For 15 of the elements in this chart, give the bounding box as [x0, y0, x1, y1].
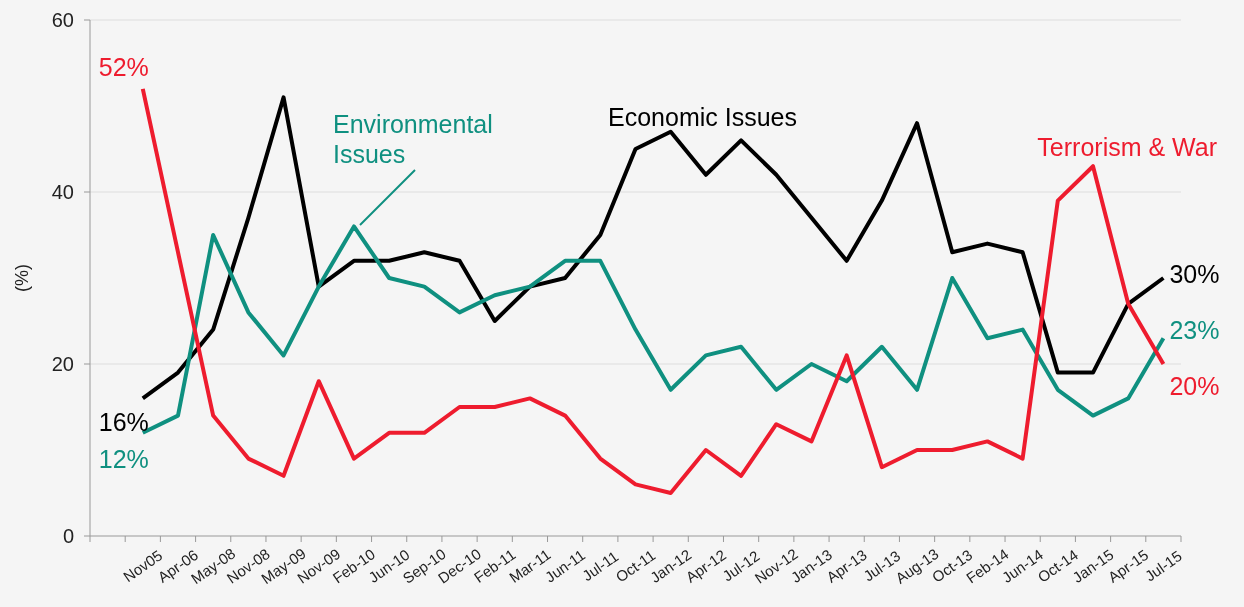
data-label: 20% — [1169, 371, 1220, 400]
y-tick-label: 0 — [62, 525, 74, 547]
data-label: 30% — [1169, 259, 1220, 288]
y-tick-label: 20 — [51, 353, 74, 375]
data-label: 23% — [1169, 315, 1220, 344]
data-label: 12% — [98, 444, 149, 473]
data-label: 16% — [98, 408, 149, 437]
y-tick-label: 40 — [51, 181, 74, 203]
line-series — [140, 95, 1166, 401]
data-label: 52% — [98, 52, 149, 81]
series-label: Economic Issues — [608, 103, 797, 131]
y-tick-label: 60 — [51, 9, 74, 31]
text: Environmental Issues — [333, 110, 493, 168]
series-label: Terrorism & War — [1037, 133, 1217, 161]
y-axis-title: (%) — [12, 264, 32, 292]
